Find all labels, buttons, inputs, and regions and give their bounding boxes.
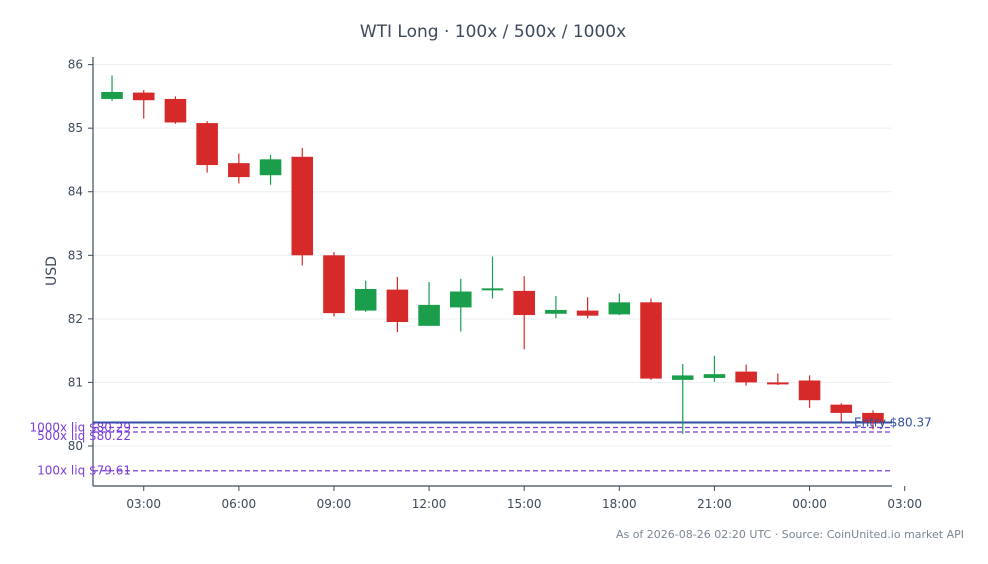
candle-body: [354, 288, 377, 311]
reference-lines: [93, 421, 892, 472]
liquidation-label: 500x liq $80.22: [37, 429, 131, 443]
candle-up: [259, 154, 282, 185]
candle-body: [323, 255, 345, 314]
y-tick-label: 84: [68, 185, 83, 199]
chart-title: WTI Long · 100x / 500x / 1000x: [360, 22, 626, 42]
candle-down: [196, 121, 218, 173]
x-tick-label: 12:00: [412, 497, 447, 511]
candle-body: [545, 309, 567, 314]
candle-body: [798, 380, 821, 401]
candle-down: [798, 375, 821, 408]
candle-body: [576, 310, 599, 316]
candle-body: [228, 163, 250, 178]
candle-down: [132, 90, 155, 119]
candle-body: [671, 375, 694, 380]
candle-up: [703, 355, 726, 382]
x-tick-label: 03:00: [887, 497, 922, 511]
grid-lines: [93, 64, 892, 447]
candle-body: [291, 156, 314, 256]
candle-body: [767, 382, 789, 385]
x-tick-label: 09:00: [317, 497, 352, 511]
candle-down: [735, 364, 757, 386]
candle-body: [132, 92, 155, 101]
candle-body: [735, 371, 757, 383]
candle-down: [386, 276, 409, 333]
y-tick-label: 81: [68, 375, 83, 389]
footer-text: As of 2026-08-26 02:20 UTC · Source: Coi…: [616, 528, 964, 541]
candle-up: [354, 280, 377, 312]
candle-body: [101, 91, 123, 99]
candle-up: [481, 256, 504, 299]
x-tick-label: 18:00: [602, 497, 637, 511]
liquidation-label: 100x liq $79.61: [37, 464, 131, 478]
candle-body: [640, 302, 662, 379]
y-tick-label: 82: [68, 312, 83, 326]
candle-body: [481, 288, 504, 291]
liquidation-label: 1000x liq $80.29: [29, 421, 131, 435]
candle-body: [386, 289, 409, 323]
candle-body: [513, 290, 535, 316]
x-tick-labels: 03:00 06:00 09:00 12:00 15:00 18:00 21:00 00:00…: [126, 497, 922, 511]
candle-down: [228, 153, 250, 184]
x-tick-label: 21:00: [697, 497, 732, 511]
candle-up: [671, 363, 694, 434]
candle-body: [196, 123, 218, 166]
candle-down: [513, 276, 535, 350]
candle-body: [164, 98, 187, 123]
y-tick-label: 85: [68, 121, 83, 135]
y-tick-labels: 80 81 82 83 84 85 86: [68, 58, 83, 453]
candle-body: [830, 404, 853, 413]
y-tick-label: 86: [68, 58, 83, 72]
candle-down: [830, 403, 853, 422]
candle-up: [101, 75, 123, 101]
candle-up: [608, 293, 631, 316]
candle-body: [450, 291, 472, 308]
entry-label: Entry $80.37: [854, 415, 932, 429]
y-axis-label: USD: [44, 256, 60, 286]
x-tick-label: 03:00: [126, 497, 161, 511]
x-tick-label: 00:00: [792, 497, 827, 511]
candle-up: [418, 281, 440, 326]
candle-down: [291, 147, 314, 266]
x-tick-label: 06:00: [222, 497, 257, 511]
candle-down: [576, 297, 599, 319]
candle-up: [450, 278, 472, 332]
candle-body: [608, 302, 631, 315]
x-tick-label: 15:00: [507, 497, 542, 511]
candle-up: [545, 295, 567, 319]
candle-body: [259, 159, 282, 176]
candle-body: [703, 374, 726, 378]
candles: [101, 75, 884, 434]
candle-down: [862, 410, 884, 430]
candle-body: [862, 412, 884, 423]
candle-body: [418, 304, 440, 326]
y-tick-label: 83: [68, 248, 83, 262]
y-tick-label: 80: [68, 439, 83, 453]
candle-down: [164, 96, 187, 124]
candle-down: [640, 298, 662, 380]
candle-down: [767, 373, 789, 385]
axes: [88, 57, 906, 491]
candle-down: [323, 252, 345, 317]
